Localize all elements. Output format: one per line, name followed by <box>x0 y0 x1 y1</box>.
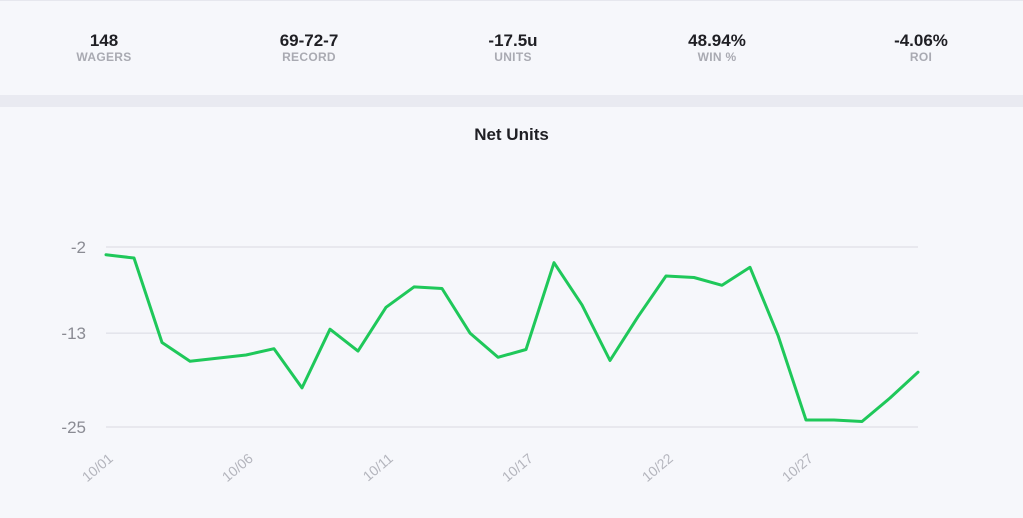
section-divider <box>0 95 1023 107</box>
summary-stats-bar: 148 WAGERS 69-72-7 RECORD -17.5u UNITS 4… <box>0 0 1023 96</box>
data-point <box>719 282 725 288</box>
data-point <box>747 264 753 270</box>
stat-units: -17.5u UNITS <box>443 31 583 64</box>
data-point <box>215 355 221 361</box>
stat-wagers: 148 WAGERS <box>34 31 174 64</box>
data-point <box>131 255 137 261</box>
stat-units-value: -17.5u <box>488 31 538 50</box>
data-point <box>663 273 669 279</box>
y-tick-label: -25 <box>61 418 86 437</box>
x-tick-label: 10/22 <box>639 450 676 485</box>
stat-win-pct-label: WIN % <box>697 50 737 64</box>
stat-record-label: RECORD <box>282 50 336 64</box>
data-point <box>355 348 361 354</box>
data-point <box>271 346 277 352</box>
data-point <box>299 385 305 391</box>
stat-record-value: 69-72-7 <box>279 31 339 50</box>
y-tick-label: -2 <box>71 238 86 257</box>
data-point <box>383 304 389 310</box>
data-point <box>579 302 585 308</box>
data-point <box>159 339 165 345</box>
data-point <box>887 395 893 401</box>
data-point <box>103 252 109 258</box>
stat-record: 69-72-7 RECORD <box>239 31 379 64</box>
data-point <box>439 285 445 291</box>
data-point <box>411 284 417 290</box>
data-point <box>635 314 641 320</box>
data-point <box>243 352 249 358</box>
stat-wagers-value: 148 <box>89 31 119 50</box>
x-tick-label: 10/27 <box>779 450 816 485</box>
x-tick-label: 10/11 <box>360 450 396 484</box>
data-point <box>607 357 613 363</box>
x-tick-label: 10/17 <box>499 450 536 485</box>
stat-win-pct: 48.94% WIN % <box>647 31 787 64</box>
x-tick-label: 10/06 <box>219 450 256 485</box>
data-point <box>467 330 473 336</box>
data-point <box>775 332 781 338</box>
data-point <box>523 347 529 353</box>
data-point <box>495 354 501 360</box>
data-point <box>831 417 837 423</box>
data-point <box>327 326 333 332</box>
x-tick-label: 10/01 <box>79 450 116 485</box>
series-line-net-units <box>104 253 920 423</box>
data-point <box>915 369 921 375</box>
data-point <box>551 260 557 266</box>
chart-panel <box>0 107 1023 518</box>
stat-roi-value: -4.06% <box>894 31 948 50</box>
stat-units-label: UNITS <box>494 50 532 64</box>
stat-wagers-label: WAGERS <box>76 50 132 64</box>
data-point <box>691 275 697 281</box>
chart-title: Net Units <box>474 125 549 144</box>
stat-roi-label: ROI <box>909 50 933 64</box>
data-point <box>859 419 865 425</box>
stat-win-pct-value: 48.94% <box>688 31 746 50</box>
data-point <box>803 417 809 423</box>
y-tick-label: -13 <box>61 324 86 343</box>
stat-roi: -4.06% ROI <box>851 31 991 64</box>
data-point <box>187 358 193 364</box>
